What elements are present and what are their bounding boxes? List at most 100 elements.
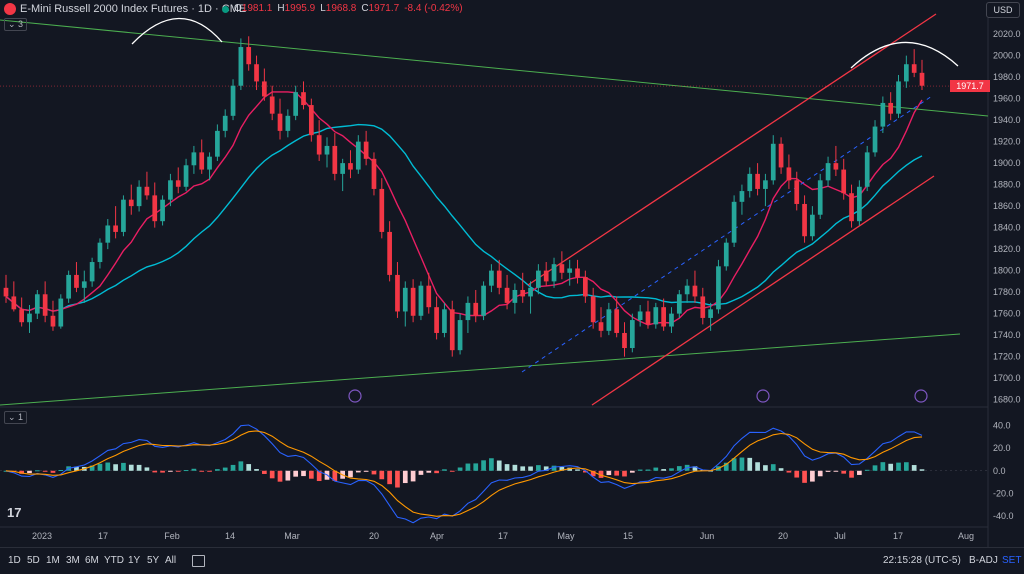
timeframe-button[interactable]: All bbox=[165, 555, 177, 566]
timeframe-button[interactable]: 3M bbox=[66, 555, 80, 566]
candle-body bbox=[128, 199, 134, 207]
timeframe-button[interactable]: 5Y bbox=[147, 555, 160, 566]
price-tick-label: 1800.0 bbox=[993, 266, 1021, 276]
macd-histogram-bar bbox=[113, 464, 118, 471]
macd-histogram-bar bbox=[841, 470, 847, 474]
candle-body bbox=[872, 126, 878, 153]
macd-histogram-bar bbox=[810, 470, 815, 482]
arc-top-feb bbox=[131, 17, 223, 45]
price-tick-label: 1920.0 bbox=[993, 137, 1021, 147]
candle-body bbox=[770, 143, 776, 181]
candle-body bbox=[332, 145, 338, 174]
candle-body bbox=[669, 313, 674, 327]
macd-histogram-bar bbox=[864, 469, 870, 471]
time-tick-label: 17 bbox=[893, 531, 903, 541]
ohlc-key: O bbox=[234, 3, 242, 14]
price-tick-label: 1900.0 bbox=[993, 158, 1021, 168]
timeframe-button[interactable]: 1Y bbox=[128, 555, 141, 566]
macd-tick-label: 0.0 bbox=[993, 466, 1006, 476]
candle-body bbox=[841, 169, 847, 194]
candle-body bbox=[50, 315, 56, 327]
price-tick-label: 1740.0 bbox=[993, 330, 1021, 340]
macd-histogram-bar bbox=[559, 467, 565, 471]
green-support-line bbox=[0, 333, 961, 406]
macd-histogram-bar bbox=[661, 469, 666, 471]
candle-body bbox=[903, 64, 909, 82]
price-tick-label: 1940.0 bbox=[993, 115, 1021, 125]
candle-body bbox=[324, 145, 330, 155]
macd-histogram-bar bbox=[128, 464, 134, 471]
ohlc-readout: O1981.1 H1995.9 L1968.8 C1971.7 -8.4 (-0.42%… bbox=[234, 0, 468, 18]
candle-body bbox=[113, 225, 118, 232]
macd-histogram-bar bbox=[692, 466, 698, 471]
arc-top-jul bbox=[850, 41, 959, 69]
macd-histogram-bar bbox=[590, 470, 596, 477]
macd-histogram-bar bbox=[802, 470, 807, 483]
candle-body bbox=[379, 188, 385, 232]
symbol-title[interactable]: E-Mini Russell 2000 Index Futures · 1D ·… bbox=[20, 3, 247, 15]
ohlc-value: 1968.8 bbox=[325, 3, 357, 14]
macd-histogram-bar bbox=[355, 470, 361, 473]
macd-histogram-bar bbox=[97, 463, 103, 471]
ohlc-value: 1971.7 bbox=[368, 3, 400, 14]
macd-histogram-bar bbox=[42, 470, 48, 472]
macd-histogram-bar bbox=[293, 470, 299, 477]
settlement-toggle[interactable]: SET bbox=[1002, 555, 1022, 566]
timeframe-button[interactable]: 1D bbox=[8, 555, 21, 566]
price-chart[interactable]: 2020.02000.01980.01960.01940.01920.01900… bbox=[0, 0, 1024, 547]
time-tick-label: 17 bbox=[98, 531, 108, 541]
candle-body bbox=[426, 285, 432, 308]
time-tick-label: Jul bbox=[834, 531, 846, 541]
candle-body bbox=[731, 201, 737, 243]
timeframe-button[interactable]: 1M bbox=[46, 555, 60, 566]
macd-histogram-bar bbox=[755, 462, 760, 471]
time-tick-label: Feb bbox=[164, 531, 180, 541]
candle-body bbox=[160, 199, 165, 222]
currency-button[interactable]: USD bbox=[986, 2, 1020, 18]
calendar-icon[interactable] bbox=[192, 555, 205, 567]
macd-histogram-bar bbox=[575, 469, 580, 471]
candle-body bbox=[794, 180, 800, 204]
macd-histogram-bar bbox=[34, 470, 40, 472]
macd-histogram-bar bbox=[199, 470, 205, 472]
macd-histogram-bar bbox=[168, 470, 173, 472]
time-tick-label: Apr bbox=[430, 531, 444, 541]
macd-histogram-bar bbox=[473, 463, 479, 471]
macd-signal-line bbox=[5, 430, 923, 517]
candle-body bbox=[919, 72, 925, 86]
macd-histogram-bar bbox=[888, 463, 894, 471]
symbol-icon[interactable] bbox=[4, 3, 16, 15]
macd-histogram-bar bbox=[794, 470, 800, 478]
macd-histogram-bar bbox=[778, 468, 784, 471]
macd-histogram-bar bbox=[763, 465, 768, 471]
main-pane-indicator-count[interactable]: ⌄ 3 bbox=[4, 18, 28, 31]
candle-body bbox=[418, 285, 424, 316]
candle-body bbox=[97, 242, 103, 263]
macd-histogram-bar bbox=[277, 470, 283, 482]
timeframe-button[interactable]: 5D bbox=[27, 555, 40, 566]
candle-body bbox=[755, 173, 760, 189]
green-resistance-line bbox=[0, 19, 989, 117]
time-tick-label: 15 bbox=[623, 531, 633, 541]
macd-pane-indicator-count[interactable]: ⌄ 1 bbox=[4, 411, 28, 424]
tradingview-logo-icon[interactable]: 17 bbox=[7, 505, 22, 520]
macd-histogram-bar bbox=[520, 466, 526, 471]
clock-readout[interactable]: 22:15:28 (UTC-5) bbox=[883, 555, 961, 566]
candle-body bbox=[58, 298, 64, 327]
macd-histogram-bar bbox=[207, 470, 212, 472]
macd-histogram-bar bbox=[27, 470, 32, 474]
macd-histogram-bar bbox=[395, 470, 400, 488]
price-tick-label: 1760.0 bbox=[993, 309, 1021, 319]
macd-histogram-bar bbox=[246, 464, 252, 471]
price-tick-label: 1960.0 bbox=[993, 94, 1021, 104]
adjustment-toggle[interactable]: B-ADJ bbox=[969, 555, 998, 566]
candle-body bbox=[512, 289, 518, 303]
candle-body bbox=[661, 307, 666, 327]
candle-body bbox=[175, 180, 181, 187]
timeframe-button[interactable]: 6M bbox=[85, 555, 99, 566]
ma-slow-line bbox=[5, 123, 923, 312]
candle-body bbox=[567, 268, 573, 273]
timeframe-button[interactable]: YTD bbox=[104, 555, 124, 566]
macd-histogram-bar bbox=[160, 470, 165, 473]
macd-histogram-bar bbox=[723, 462, 729, 471]
